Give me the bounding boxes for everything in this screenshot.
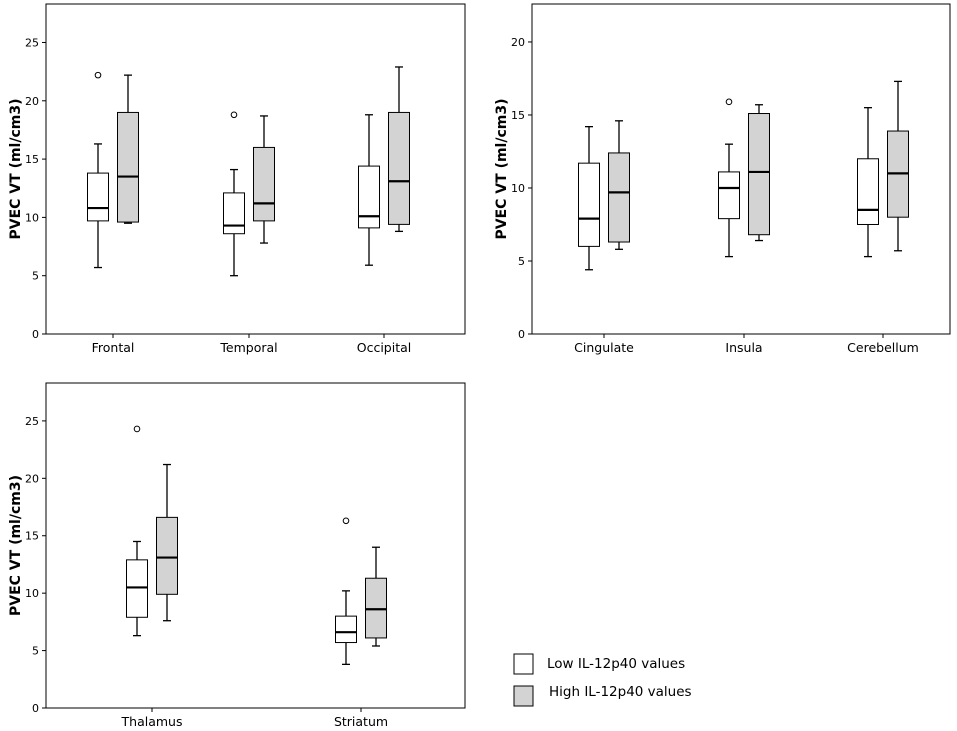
box-iqr <box>388 111 410 225</box>
box-iqr <box>578 162 600 247</box>
x-tick-label: Thalamus <box>121 714 183 729</box>
y-axis-label: PVEC VT (ml/cm3) <box>494 99 510 240</box>
y-tick-label: 25 <box>25 36 39 49</box>
box-high-occipital <box>388 66 410 233</box>
y-axis-label: PVEC VT (ml/cm3) <box>8 475 24 616</box>
box-high-temporal <box>253 115 275 244</box>
box-iqr <box>156 516 178 595</box>
box-low-thalamus <box>126 425 148 637</box>
box-iqr <box>857 158 879 225</box>
y-tick-label: 5 <box>32 645 39 658</box>
x-tick-label: Occipital <box>357 340 412 355</box>
outlier-point <box>230 111 238 119</box>
box-high-cerebellum <box>887 80 909 252</box>
outlier-point <box>725 98 733 106</box>
box-high-insula <box>748 104 770 242</box>
box-low-temporal <box>223 111 245 277</box>
y-tick-label: 5 <box>32 270 39 283</box>
y-axis-label: PVEC VT (ml/cm3) <box>8 99 24 240</box>
y-tick-label: 20 <box>25 472 39 485</box>
y-tick-label: 10 <box>25 587 39 600</box>
y-tick-label: 25 <box>25 415 39 428</box>
outlier-point <box>94 71 102 79</box>
y-tick-label: 15 <box>511 109 525 122</box>
x-tick-label: Cerebellum <box>847 340 919 355</box>
box-iqr <box>126 559 148 618</box>
box-iqr <box>117 111 139 223</box>
y-tick-label: 10 <box>511 182 525 195</box>
y-tick-label: 0 <box>518 328 525 341</box>
legend-low-label: Low IL-12p40 values <box>547 656 685 672</box>
box-iqr <box>223 192 245 235</box>
box-low-occipital <box>358 114 380 266</box>
box-high-thalamus <box>156 463 178 622</box>
plot-frame <box>45 3 466 335</box>
plot-frame <box>531 3 951 335</box>
y-tick-label: 15 <box>25 153 39 166</box>
x-tick-label: Frontal <box>92 340 135 355</box>
boxplot-panel-2: 0 5 10 15 20 PVEC VT (ml/cm3) Cingulate Insula C… <box>494 3 951 355</box>
legend-high-swatch <box>513 685 534 707</box>
box-iqr <box>365 577 387 639</box>
x-tick-label: Insula <box>725 340 762 355</box>
outlier-point <box>342 517 350 525</box>
box-high-striatum <box>365 546 387 647</box>
box-iqr <box>608 152 630 243</box>
box-low-cerebellum <box>857 107 879 258</box>
plot-frame <box>45 382 466 709</box>
box-iqr <box>358 165 380 229</box>
box-iqr <box>718 171 740 220</box>
box-low-cingulate <box>578 126 600 271</box>
legend-low-swatch <box>513 653 534 675</box>
y-tick-label: 15 <box>25 530 39 543</box>
y-tick-label: 20 <box>511 36 525 49</box>
legend-high-label: High IL-12p40 values <box>549 684 692 700</box>
box-high-frontal <box>117 74 139 224</box>
box-iqr <box>335 615 357 644</box>
boxplot-panel-3: 0 5 10 15 20 25 PVEC VT (ml/cm3) Thalamus Striat… <box>8 382 466 729</box>
box-iqr <box>87 172 109 222</box>
y-tick-label: 0 <box>32 328 39 341</box>
y-tick-label: 20 <box>25 95 39 108</box>
y-tick-label: 10 <box>25 211 39 224</box>
x-tick-label: Striatum <box>334 714 388 729</box>
y-tick-label: 0 <box>32 702 39 715</box>
boxplot-panel-1: 0 5 10 15 20 25 PVEC VT (ml/cm3) Frontal Tempora… <box>8 3 466 355</box>
outlier-point <box>133 425 141 433</box>
box-low-frontal <box>87 71 109 269</box>
box-low-striatum <box>335 517 357 666</box>
x-tick-label: Temporal <box>219 340 277 355</box>
y-tick-label: 5 <box>518 255 525 268</box>
box-iqr <box>253 146 275 222</box>
box-high-cingulate <box>608 120 630 250</box>
box-low-insula <box>718 98 740 258</box>
x-tick-label: Cingulate <box>574 340 634 355</box>
legend: Low IL-12p40 values High IL-12p40 values <box>513 653 692 707</box>
box-iqr <box>748 113 770 236</box>
